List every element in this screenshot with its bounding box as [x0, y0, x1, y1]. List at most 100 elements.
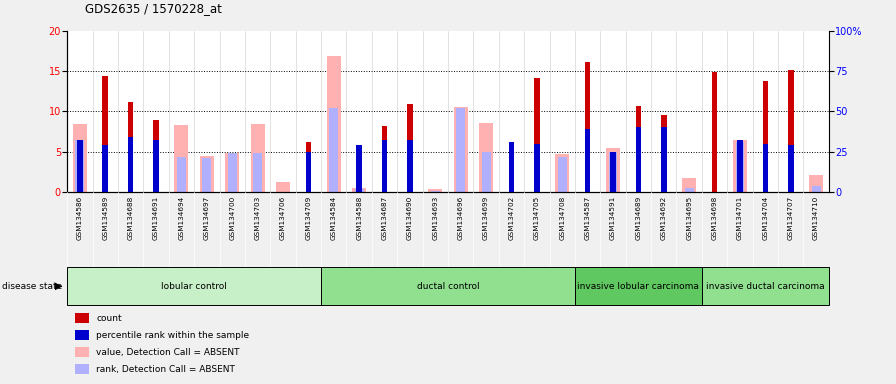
Bar [534, 78, 539, 192]
Text: GSM134589: GSM134589 [102, 196, 108, 240]
Bar [812, 185, 821, 192]
Text: count: count [96, 314, 122, 323]
Text: GSM134706: GSM134706 [280, 196, 286, 240]
Bar [306, 152, 311, 192]
Bar [355, 189, 364, 192]
Bar [482, 152, 490, 192]
Bar [428, 189, 443, 192]
Bar [575, 267, 702, 305]
Bar [228, 153, 237, 192]
Bar [407, 141, 413, 192]
Text: GSM134702: GSM134702 [508, 196, 514, 240]
Text: GSM134694: GSM134694 [178, 196, 185, 240]
Text: GSM134696: GSM134696 [458, 196, 464, 240]
Bar [276, 182, 290, 192]
Bar [762, 144, 768, 192]
Text: GSM134689: GSM134689 [635, 196, 642, 240]
Bar [67, 267, 321, 305]
Bar [608, 152, 617, 192]
Bar [153, 120, 159, 192]
Bar [736, 142, 745, 192]
Bar [453, 106, 468, 192]
Bar [254, 153, 262, 192]
Bar [382, 126, 387, 192]
Text: GSM134586: GSM134586 [77, 196, 83, 240]
Text: GSM134687: GSM134687 [382, 196, 388, 240]
Bar [733, 140, 747, 192]
Bar [788, 70, 794, 192]
Bar [509, 142, 514, 192]
Text: value, Detection Call = ABSENT: value, Detection Call = ABSENT [96, 348, 239, 357]
Bar [809, 175, 823, 192]
Bar [382, 141, 387, 192]
Text: GSM134704: GSM134704 [762, 196, 769, 240]
Bar [685, 188, 694, 192]
Text: GSM134690: GSM134690 [407, 196, 413, 240]
Bar [200, 156, 214, 192]
Bar [610, 152, 616, 192]
Bar [635, 127, 642, 192]
Bar [77, 141, 82, 192]
Bar [788, 145, 794, 192]
Text: GSM134710: GSM134710 [813, 196, 819, 240]
Text: ductal control: ductal control [417, 281, 479, 291]
Text: GSM134587: GSM134587 [584, 196, 590, 240]
Bar [352, 188, 366, 192]
Text: GSM134709: GSM134709 [306, 196, 312, 240]
Bar [534, 144, 539, 192]
Text: GSM134707: GSM134707 [788, 196, 794, 240]
Bar [558, 157, 566, 192]
Bar [556, 154, 569, 192]
Bar [128, 137, 134, 192]
Bar [407, 104, 413, 192]
Bar [175, 125, 188, 192]
Bar [702, 267, 829, 305]
Text: GSM134688: GSM134688 [127, 196, 134, 240]
Bar [357, 145, 362, 192]
Bar [306, 142, 311, 192]
Text: GSM134692: GSM134692 [660, 196, 667, 240]
Bar [661, 127, 667, 192]
Bar [682, 178, 696, 192]
Bar [75, 141, 84, 192]
Bar [737, 141, 743, 192]
Text: ▶: ▶ [56, 281, 63, 291]
Bar [585, 62, 590, 192]
Bar [585, 129, 590, 192]
Text: GSM134705: GSM134705 [534, 196, 540, 240]
Text: GSM134698: GSM134698 [711, 196, 718, 240]
Bar [251, 124, 264, 192]
Bar [711, 72, 718, 192]
Bar [75, 330, 89, 340]
Bar [102, 76, 108, 192]
Text: GSM134700: GSM134700 [229, 196, 236, 240]
Text: GSM134701: GSM134701 [737, 196, 743, 240]
Bar [635, 106, 642, 192]
Bar [102, 145, 108, 192]
Bar [321, 267, 575, 305]
Bar [75, 347, 89, 357]
Bar [73, 124, 87, 192]
Bar [330, 108, 338, 192]
Text: rank, Detection Call = ABSENT: rank, Detection Call = ABSENT [96, 364, 235, 374]
Text: disease state: disease state [2, 281, 62, 291]
Bar [225, 153, 239, 192]
Text: GSM134703: GSM134703 [254, 196, 261, 240]
Bar [128, 102, 134, 192]
Bar [431, 191, 440, 192]
Text: invasive lobular carcinoma: invasive lobular carcinoma [577, 281, 700, 291]
Bar [75, 364, 89, 374]
Text: GSM134693: GSM134693 [432, 196, 438, 240]
Text: GSM134588: GSM134588 [356, 196, 362, 240]
Text: GDS2635 / 1570228_at: GDS2635 / 1570228_at [85, 2, 222, 15]
Bar [75, 313, 89, 323]
Bar [177, 157, 185, 192]
Bar [762, 81, 768, 192]
Text: GSM134591: GSM134591 [610, 196, 616, 240]
Text: invasive ductal carcinoma: invasive ductal carcinoma [706, 281, 824, 291]
Bar [479, 122, 493, 192]
Text: GSM134708: GSM134708 [559, 196, 565, 240]
Text: lobular control: lobular control [161, 281, 227, 291]
Bar [606, 149, 620, 192]
Bar [202, 158, 211, 192]
